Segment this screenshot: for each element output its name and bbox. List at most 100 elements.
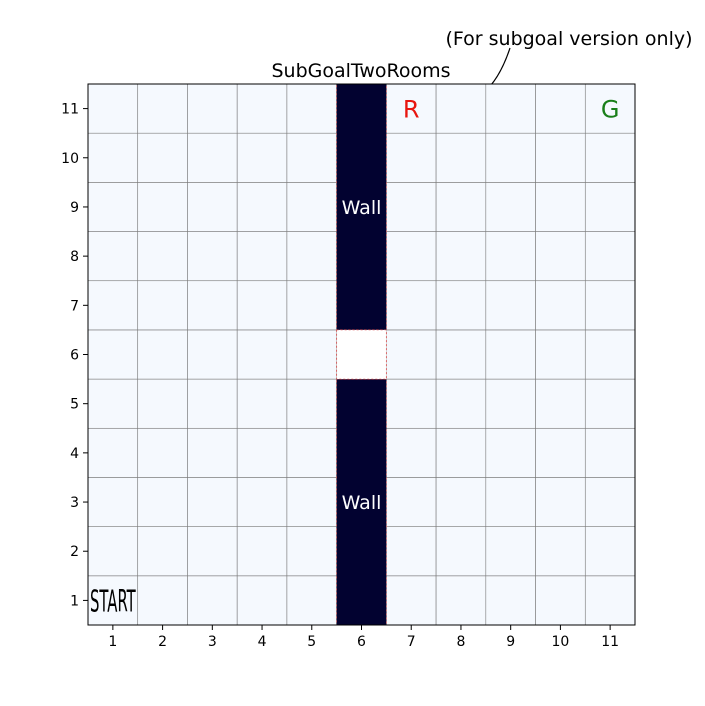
grid-cell: [87, 132, 139, 183]
x-tick-label: 11: [601, 634, 619, 650]
y-tick-label: 5: [70, 397, 79, 413]
wall-block: [336, 83, 387, 331]
grid-cell: [386, 132, 437, 183]
grid-cell: [236, 132, 288, 183]
grid-cell: [584, 477, 636, 527]
grid-cell: [286, 378, 337, 429]
x-tick-label: 3: [208, 634, 217, 650]
grid-cell: [187, 132, 238, 183]
grid-cell: [535, 182, 586, 232]
grid-cell: [286, 427, 337, 478]
grid-cell: [87, 427, 139, 478]
grid-cell: [435, 280, 487, 331]
grid-cell: [386, 231, 437, 282]
grid-cell: [286, 477, 337, 527]
grid-cell: [435, 231, 487, 282]
grid-cell: [236, 378, 288, 429]
grid-cell: [535, 526, 586, 577]
grid-cell: [236, 575, 288, 626]
grid-cell: [137, 477, 188, 527]
grid-cell: [485, 526, 536, 577]
grid-cell: [386, 329, 437, 380]
grid-cell: [584, 378, 636, 429]
cell-labels: Wall Wall START R G: [90, 96, 619, 620]
grid-cell: [286, 329, 337, 380]
grid-cell: [435, 427, 487, 478]
wall-block: [336, 378, 387, 626]
y-tick-label: 8: [70, 249, 79, 265]
x-tick-label: 1: [108, 634, 117, 650]
wall-label: Wall: [342, 492, 382, 514]
grid-cell: [286, 280, 337, 331]
grid-cell: [485, 280, 536, 331]
start-label: START: [90, 584, 136, 619]
grid-cell: [286, 132, 337, 183]
walls: [336, 83, 387, 626]
grid-cell: [187, 575, 238, 626]
y-tick-label: 7: [70, 298, 79, 314]
y-axis-ticks: 1 2 3 4 5 6 7 8 9 10 11: [61, 102, 88, 609]
grid-cell: [137, 280, 188, 331]
grid-cell: [435, 83, 487, 134]
grid-cell: [485, 378, 536, 429]
grid-cell: [286, 526, 337, 577]
grid-cell: [87, 378, 139, 429]
x-tick-label: 5: [307, 634, 316, 650]
grid-cell: [137, 427, 188, 478]
grid-cell: [187, 427, 238, 478]
x-tick-label: 10: [551, 634, 569, 650]
grid-cell: [137, 526, 188, 577]
goal-label: G: [601, 96, 620, 124]
grid-cell: [137, 83, 188, 134]
x-tick-label: 8: [456, 634, 465, 650]
grid-cell: [386, 526, 437, 577]
grid-cell: [435, 329, 487, 380]
grid-cell: [435, 526, 487, 577]
grid-cell: [535, 378, 586, 429]
grid-cell: [187, 280, 238, 331]
x-tick-label: 4: [258, 634, 267, 650]
grid-cell: [236, 427, 288, 478]
grid-cell: [187, 83, 238, 134]
grid-cell: [435, 477, 487, 527]
x-tick-label: 9: [506, 634, 515, 650]
y-tick-label: 11: [61, 102, 79, 118]
x-tick-label: 6: [357, 634, 366, 650]
grid-cell: [584, 132, 636, 183]
grid-cell: [535, 427, 586, 478]
grid-cell: [584, 182, 636, 232]
grid-cell: [485, 182, 536, 232]
grid-cell: [286, 182, 337, 232]
grid-cell: [485, 132, 536, 183]
grid-cell: [584, 329, 636, 380]
grid-cell: [535, 280, 586, 331]
grid-cell: [435, 378, 487, 429]
grid-cell: [386, 427, 437, 478]
grid-cell: [87, 477, 139, 527]
grid-cell: [485, 477, 536, 527]
grid-cell: [485, 329, 536, 380]
grid-cell: [187, 182, 238, 232]
x-tick-label: 2: [158, 634, 167, 650]
grid-cell: [535, 477, 586, 527]
grid-cell: [187, 526, 238, 577]
y-tick-label: 2: [70, 544, 79, 560]
grid-cell: [286, 575, 337, 626]
grid-cell: [286, 83, 337, 134]
grid-cell: [137, 378, 188, 429]
grid-cell: [87, 526, 139, 577]
subgoal-annotation: (For subgoal version only): [445, 28, 692, 50]
x-axis-ticks: 1 2 3 4 5 6 7 8 9 10 11: [108, 625, 619, 650]
figure-title: SubGoalTwoRooms: [271, 60, 450, 82]
grid-cell: [584, 231, 636, 282]
grid-cell: [584, 280, 636, 331]
grid-cell: [386, 280, 437, 331]
grid-cell: [535, 231, 586, 282]
y-tick-label: 6: [70, 348, 79, 364]
grid-cell: [236, 182, 288, 232]
door-cell: [336, 329, 387, 380]
grid-cell: [236, 526, 288, 577]
grid-cell: [87, 280, 139, 331]
x-tick-label: 7: [407, 634, 416, 650]
